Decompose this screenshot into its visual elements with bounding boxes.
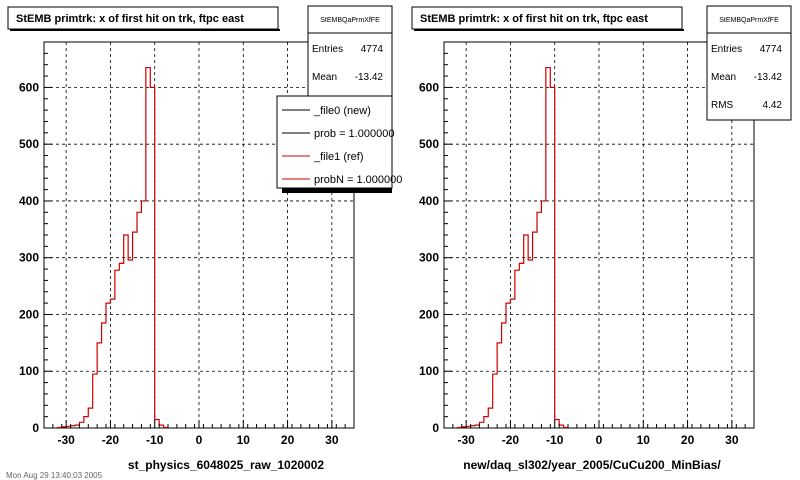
x-tick-label: -20 bbox=[502, 433, 520, 447]
right-x-axis-label: new/daq_sl302/year_2005/CuCu200_MinBias/ bbox=[463, 458, 721, 472]
y-tick-label: 300 bbox=[419, 251, 439, 265]
x-tick-label: 10 bbox=[637, 433, 651, 447]
histogram-series-line bbox=[456, 66, 569, 429]
histogram-series-line bbox=[56, 66, 169, 429]
y-tick-label: 500 bbox=[19, 137, 39, 151]
right-stats-box: StEMBQaPrmXfFE Entries 4774 Mean -13.42 … bbox=[706, 5, 792, 121]
legend-label-ref: _file1 (ref) bbox=[313, 151, 364, 163]
y-tick-label: 0 bbox=[432, 421, 439, 435]
y-tick-label: 300 bbox=[19, 251, 39, 265]
x-tick-label: -10 bbox=[146, 433, 164, 447]
x-tick-label: 30 bbox=[725, 433, 739, 447]
x-tick-label: -30 bbox=[457, 433, 475, 447]
x-tick-label: -30 bbox=[57, 433, 75, 447]
x-tick-label: 0 bbox=[596, 433, 603, 447]
left-stats-entries-value: 4774 bbox=[361, 44, 384, 55]
left-title-box: StEMB primtrk: x of first hit on trk, ft… bbox=[7, 6, 280, 31]
y-tick-label: 600 bbox=[419, 80, 439, 94]
right-stats-entries-value: 4774 bbox=[760, 44, 783, 55]
x-tick-label: 20 bbox=[281, 433, 295, 447]
y-tick-label: 0 bbox=[32, 421, 39, 435]
y-tick-label: 500 bbox=[419, 137, 439, 151]
right-stats-mean-value: -13.42 bbox=[754, 72, 783, 83]
footer-timestamp: Mon Aug 29 13:40:03 2005 bbox=[6, 471, 103, 480]
left-stats-entries-label: Entries bbox=[312, 44, 343, 55]
y-tick-label: 400 bbox=[19, 194, 39, 208]
left-x-axis-label: st_physics_6048025_raw_1020002 bbox=[128, 458, 324, 472]
y-tick-label: 200 bbox=[19, 307, 39, 321]
x-tick-label: 0 bbox=[196, 433, 203, 447]
right-title-box: StEMB primtrk: x of first hit on trk, ft… bbox=[411, 6, 684, 31]
left-stats-mean-value: -13.42 bbox=[355, 72, 384, 83]
y-tick-label: 100 bbox=[19, 364, 39, 378]
right-stats-mean-label: Mean bbox=[711, 72, 736, 83]
left-histogram bbox=[56, 66, 169, 429]
right-stats-rms-value: 4.42 bbox=[763, 100, 783, 111]
right-chart-title: StEMB primtrk: x of first hit on trk, ft… bbox=[420, 13, 648, 25]
legend-box: _file0 (new) prob = 1.000000 _file1 (ref… bbox=[276, 95, 402, 193]
y-tick-label: 200 bbox=[419, 307, 439, 321]
right-histogram bbox=[456, 66, 569, 429]
right-stats-rms-label: RMS bbox=[711, 100, 734, 111]
legend-label-new: _file0 (new) bbox=[313, 105, 371, 117]
left-stats-mean-label: Mean bbox=[312, 72, 337, 83]
y-tick-label: 600 bbox=[19, 80, 39, 94]
left-stats-box: StEMBQaPrmXfFE Entries 4774 Mean -13.42 bbox=[307, 5, 393, 99]
legend-label-prob: prob = 1.000000 bbox=[314, 128, 394, 140]
legend-label-probn: probN = 1.000000 bbox=[314, 174, 402, 186]
right-stats-name: StEMBQaPrmXfFE bbox=[719, 17, 779, 24]
y-tick-label: 400 bbox=[419, 194, 439, 208]
x-tick-label: -20 bbox=[102, 433, 120, 447]
y-tick-label: 100 bbox=[419, 364, 439, 378]
left-stats-name: StEMBQaPrmXfFE bbox=[320, 17, 380, 24]
x-tick-label: 20 bbox=[681, 433, 695, 447]
x-tick-label: -10 bbox=[546, 433, 564, 447]
x-tick-label: 10 bbox=[237, 433, 251, 447]
right-stats-entries-label: Entries bbox=[711, 44, 742, 55]
left-chart-title: StEMB primtrk: x of first hit on trk, ft… bbox=[16, 13, 244, 25]
x-tick-label: 30 bbox=[325, 433, 339, 447]
